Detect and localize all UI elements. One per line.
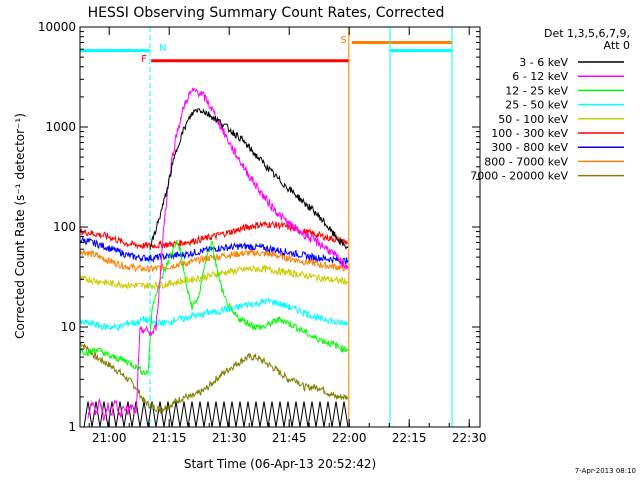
series-line-2: [79, 239, 349, 376]
legend-label: 6 - 12 keV: [512, 70, 568, 83]
attenuator-trace: [80, 401, 349, 428]
y-axis-label: Corrected Count Rate (s⁻¹ detector⁻¹): [13, 113, 27, 339]
y-tick-label: 1000: [45, 120, 76, 134]
series-line-8: [80, 342, 349, 415]
series-line-7: [79, 247, 349, 273]
series-line-4: [79, 264, 349, 290]
series-line-3: [79, 296, 349, 332]
legend-label: 12 - 25 keV: [505, 84, 568, 97]
x-tick-label: 22:15: [392, 431, 427, 445]
x-tick-label: 21:00: [92, 431, 127, 445]
legend-label: 100 - 300 keV: [491, 127, 568, 140]
legend-label: 50 - 100 keV: [498, 113, 568, 126]
y-tick-label: 10: [61, 320, 76, 334]
legend-header-line-2: Att 0: [604, 39, 630, 52]
flag-label-S: S: [340, 35, 346, 46]
legend-label: 3 - 6 keV: [519, 56, 568, 69]
series-line-6: [79, 237, 349, 266]
y-tick-label: 100: [53, 220, 76, 234]
x-tick-label: 21:15: [152, 431, 187, 445]
series-line-0: [149, 108, 349, 250]
chart-title: HESSI Observing Summary Count Rates, Cor…: [88, 5, 445, 21]
footer-date: 7-Apr-2013 08:10: [575, 467, 636, 475]
legend-label: 25 - 50 keV: [505, 99, 568, 112]
plot-area: F N S 21:00 21:15 21:30 21:45 22:00 22:15 22:30 1 1…: [38, 20, 487, 445]
x-axis-label: Start Time (06-Apr-13 20:52:42): [184, 457, 376, 471]
legend-label: 7000 - 20000 keV: [470, 170, 568, 183]
series-line-1: [87, 87, 349, 421]
flag-label-N: N: [159, 43, 166, 54]
x-tick-label: 22:00: [332, 431, 367, 445]
x-tick-label: 21:30: [212, 431, 247, 445]
y-tick-label: 1: [68, 420, 76, 434]
legend-label: 300 - 800 keV: [491, 141, 568, 154]
x-tick-label: 22:30: [452, 431, 487, 445]
legend-label: 800 - 7000 keV: [484, 155, 568, 168]
legend-header-line-1: Det 1,3,5,6,7,9,: [544, 27, 630, 40]
flag-label-F: F: [141, 54, 147, 65]
y-tick-label: 10000: [38, 20, 76, 34]
x-tick-label: 21:45: [272, 431, 307, 445]
